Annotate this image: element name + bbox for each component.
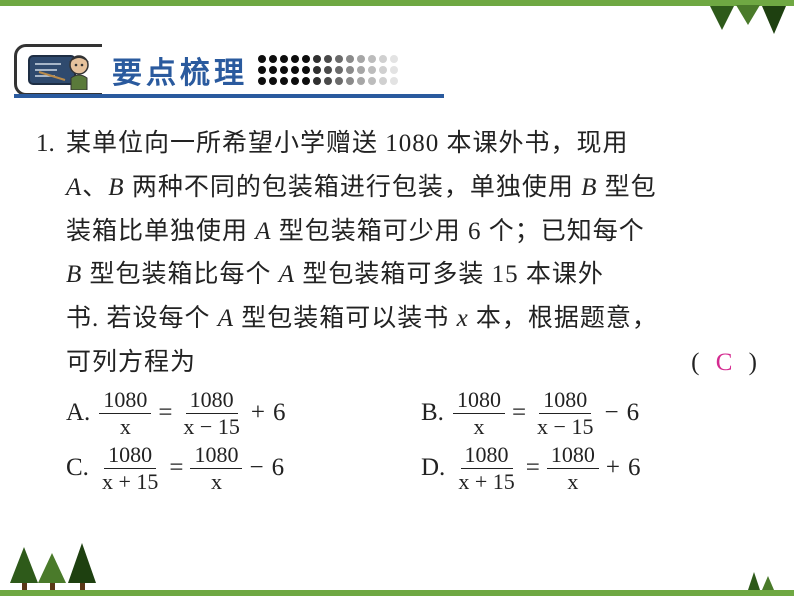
text-line: 型包: [597, 174, 656, 201]
text-line: 型包装箱比每个: [82, 261, 279, 288]
tail-num: 6: [627, 391, 640, 435]
option-B: B. 1080x = 1080x − 15 − 6: [421, 389, 758, 438]
option-label: D.: [421, 446, 445, 490]
teacher-avatar-icon: [25, 50, 95, 90]
top-border: [0, 0, 794, 6]
question-number: 1.: [36, 122, 55, 166]
tail-num: 6: [273, 391, 286, 435]
fraction: 1080x − 15: [533, 389, 597, 438]
option-label: C.: [66, 446, 89, 490]
var-x: x: [457, 305, 469, 332]
tree-icon: [38, 553, 66, 590]
var-B: B: [581, 174, 597, 201]
fraction: 1080x: [547, 444, 599, 493]
equals: =: [512, 391, 526, 435]
board-frame-icon: [14, 44, 102, 96]
options-grid: A. 1080x = 1080x − 15 + 6 B. 1080x = 108…: [36, 389, 758, 493]
operator: +: [606, 446, 620, 490]
tree-icon: [68, 543, 96, 590]
operator: −: [249, 446, 263, 490]
dot-band-icon: [258, 55, 398, 85]
var-A: A: [66, 174, 82, 201]
question-text: 某单位向一所希望小学赠送 1080 本课外书，现用 A、B 两种不同的包装箱进行…: [36, 122, 758, 385]
text-line: 型包装箱可少用 6 个；已知每个: [272, 218, 645, 245]
tail-num: 6: [272, 446, 285, 490]
var-A: A: [279, 261, 295, 288]
text-line: 某单位向一所希望小学赠送 1080 本课外书，现用: [66, 130, 629, 157]
paren-close: ): [749, 349, 758, 376]
tree-icon: [10, 547, 38, 590]
fraction: 1080x − 15: [179, 389, 243, 438]
fraction: 1080x: [190, 444, 242, 493]
sep: 、: [82, 174, 108, 201]
fraction: 1080x + 15: [98, 444, 162, 493]
text-line: 可列方程为: [66, 341, 196, 385]
option-label: A.: [66, 391, 90, 435]
paren-open: (: [691, 349, 700, 376]
option-D: D. 1080x + 15 = 1080x + 6: [421, 444, 758, 493]
equals: =: [526, 446, 540, 490]
fraction: 1080x: [453, 389, 505, 438]
option-C: C. 1080x + 15 = 1080x − 6: [66, 444, 403, 493]
operator: +: [251, 391, 265, 435]
text-line: 本，根据题意，: [469, 305, 658, 332]
header-underline: [14, 94, 444, 98]
equals: =: [158, 391, 172, 435]
content-area: 1. 某单位向一所希望小学赠送 1080 本课外书，现用 A、B 两种不同的包装…: [36, 122, 758, 493]
var-B: B: [108, 174, 124, 201]
var-A: A: [218, 305, 234, 332]
tail-num: 6: [628, 446, 641, 490]
text-line: 书. 若设每个: [66, 305, 218, 332]
text-line: 型包装箱可多装 15 本课外: [295, 261, 604, 288]
var-A: A: [255, 218, 271, 245]
section-header: 要点梳理: [14, 44, 398, 96]
corner-triangles: [710, 6, 786, 34]
text-line: 两种不同的包装箱进行包装，单独使用: [125, 174, 582, 201]
triangle-icon: [762, 6, 786, 34]
fraction: 1080x + 15: [454, 444, 518, 493]
text-line: 型包装箱可以装书: [234, 305, 457, 332]
bottom-border: [0, 590, 794, 596]
text-line: 装箱比单独使用: [66, 218, 255, 245]
section-title: 要点梳理: [102, 44, 254, 96]
answer-paren: ( C ): [691, 341, 758, 385]
operator: −: [604, 391, 618, 435]
grass-icon: [748, 570, 782, 590]
fraction: 1080x: [99, 389, 151, 438]
option-A: A. 1080x = 1080x − 15 + 6: [66, 389, 403, 438]
triangle-icon: [710, 6, 734, 30]
triangle-icon: [736, 5, 760, 25]
tree-icons: [10, 543, 96, 590]
var-B: B: [66, 261, 82, 288]
option-label: B.: [421, 391, 444, 435]
answer-value: C: [708, 349, 742, 376]
equals: =: [169, 446, 183, 490]
